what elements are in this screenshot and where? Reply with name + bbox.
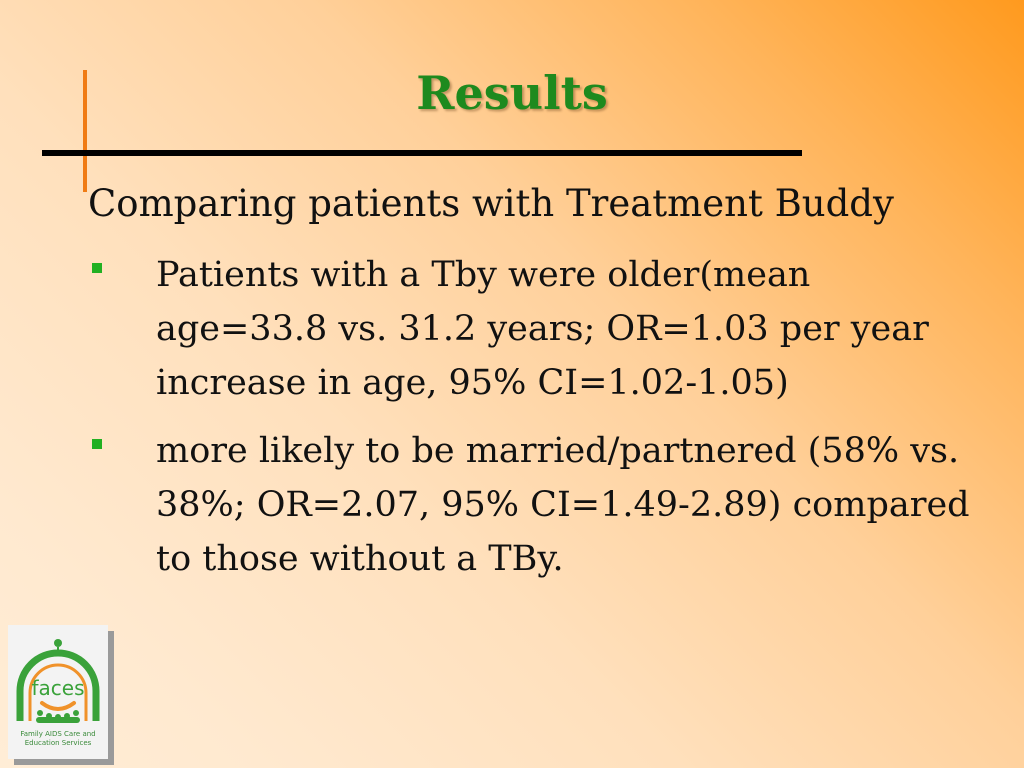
logo-caption-line1: Family AIDS Care and bbox=[20, 730, 96, 738]
square-bullet-icon bbox=[92, 439, 102, 449]
vertical-accent-rule bbox=[83, 70, 87, 192]
bullet-item: Patients with a Tby were older(mean age=… bbox=[88, 248, 978, 410]
bullet-item: more likely to be married/partnered (58%… bbox=[88, 424, 978, 586]
square-bullet-icon bbox=[92, 263, 102, 273]
bullet-text: more likely to be married/partnered (58%… bbox=[156, 431, 970, 579]
logo-caption: Family AIDS Care and Education Services bbox=[8, 730, 108, 748]
logo-caption-line2: Education Services bbox=[24, 739, 92, 747]
faces-logo: faces Family AIDS Care and Education Ser… bbox=[8, 625, 108, 759]
bullet-text: Patients with a Tby were older(mean age=… bbox=[156, 255, 929, 403]
logo-word: faces bbox=[31, 676, 84, 700]
bullet-list: Patients with a Tby were older(mean age=… bbox=[88, 248, 978, 600]
faces-logo-icon: faces bbox=[16, 639, 100, 723]
slide-title: Results bbox=[416, 66, 608, 120]
slide-subtitle: Comparing patients with Treatment Buddy bbox=[88, 182, 894, 225]
title-underline-rule bbox=[42, 150, 802, 156]
